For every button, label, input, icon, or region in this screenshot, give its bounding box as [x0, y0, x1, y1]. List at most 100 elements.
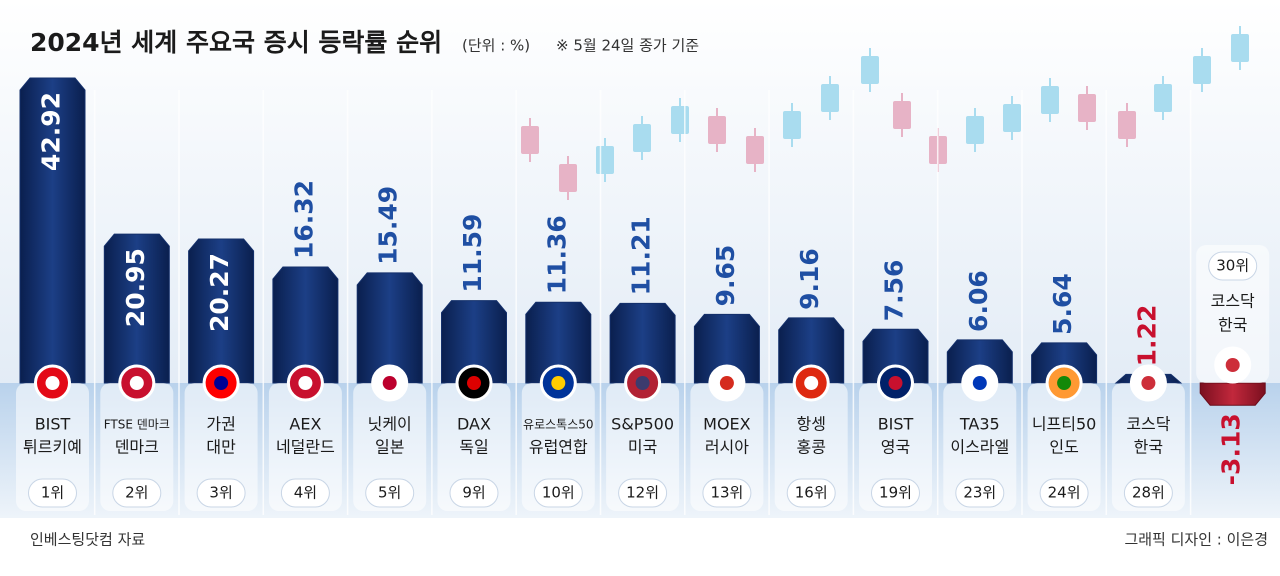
- country-label: 대만: [206, 438, 236, 457]
- rank-label: 28위: [1132, 484, 1165, 502]
- card: [184, 383, 258, 511]
- bar: [441, 300, 507, 384]
- index-label: 닛케이: [368, 415, 412, 434]
- card: [353, 383, 427, 511]
- rank-label: 30위: [1216, 257, 1249, 275]
- card: [1111, 383, 1185, 511]
- card: [521, 383, 595, 511]
- rank-pill: [871, 478, 920, 508]
- rank-pill: [1208, 251, 1258, 281]
- bar: [862, 328, 929, 384]
- bar: [19, 77, 86, 384]
- country-label: 이스라엘: [950, 438, 1009, 457]
- value-label: 9.65: [711, 245, 740, 307]
- value-label: 1.22: [1132, 305, 1161, 367]
- candle-body: [596, 146, 614, 174]
- rank-pill: [1123, 478, 1173, 508]
- country-label: 일본: [375, 438, 404, 457]
- bar: [1199, 382, 1266, 406]
- candle-body: [746, 136, 764, 164]
- value-label: 9.16: [795, 248, 824, 310]
- flag-emblem: [45, 376, 60, 390]
- card: [774, 383, 848, 511]
- index-label: 항셍: [796, 415, 825, 434]
- rank-pill: [28, 478, 77, 508]
- bar: [609, 302, 676, 384]
- rank-label: 19위: [879, 484, 912, 502]
- value-label: 11.59: [458, 214, 487, 293]
- card: [1027, 383, 1101, 511]
- rank-pill: [786, 478, 836, 508]
- rank-pill: [618, 478, 668, 508]
- candle-body: [861, 56, 879, 84]
- value-label: 6.06: [964, 270, 993, 332]
- index-label: TA35: [959, 415, 1000, 434]
- value-label: 11.21: [627, 216, 656, 295]
- bar: [272, 266, 339, 384]
- index-label: 코스닥: [1211, 292, 1255, 311]
- candle-body: [671, 106, 689, 134]
- country-label: 홍콩: [796, 438, 825, 457]
- bar: [693, 313, 760, 384]
- rank-pill: [1039, 478, 1089, 508]
- value-label: 42.92: [37, 92, 66, 171]
- rank-label: 24위: [1048, 484, 1081, 502]
- rank-label: 3위: [209, 484, 232, 502]
- country-label: 한국: [1134, 438, 1163, 457]
- bar: [356, 272, 423, 384]
- credit: 그래픽 디자인 : 이은경: [1124, 531, 1268, 549]
- rank-pill: [112, 478, 162, 508]
- value-label: 15.49: [374, 186, 403, 265]
- flag-emblem: [719, 376, 734, 390]
- bar: [1031, 342, 1098, 384]
- card: [943, 383, 1017, 511]
- candle-body: [893, 101, 911, 129]
- card: [100, 383, 174, 511]
- country-label: 튀르키예: [23, 438, 82, 457]
- country-label: 러시아: [705, 438, 749, 457]
- rank-pill: [365, 478, 415, 508]
- value-label: 7.56: [880, 260, 909, 322]
- value-label: 20.27: [205, 253, 234, 332]
- flag-emblem: [467, 376, 481, 390]
- flag-emblem: [298, 376, 313, 390]
- flag-emblem: [804, 376, 819, 390]
- country-label: 한국: [1218, 316, 1247, 335]
- country-label: 덴마크: [115, 438, 159, 457]
- card: [859, 383, 932, 511]
- index-label: 가권: [206, 415, 235, 434]
- bar: [188, 238, 255, 384]
- candle-body: [966, 116, 984, 144]
- rank-label: 2위: [125, 484, 148, 502]
- value-label: 16.32: [289, 180, 318, 259]
- card: [437, 383, 511, 511]
- value-label: 20.95: [121, 248, 150, 327]
- flag-emblem: [214, 376, 229, 390]
- rank-label: 10위: [542, 484, 575, 502]
- rank-pill: [196, 478, 246, 508]
- flag-emblem: [888, 376, 903, 390]
- candle-body: [1003, 104, 1021, 132]
- flag-emblem: [551, 376, 566, 390]
- flag-emblem: [1225, 358, 1240, 372]
- source: 인베스팅닷컴 자료: [30, 531, 145, 549]
- candle-body: [1154, 84, 1172, 112]
- index-label: FTSE 덴마크: [104, 418, 170, 432]
- index-label: S&P500: [611, 415, 674, 434]
- rank-label: 13위: [710, 484, 743, 502]
- country-label: 인도: [1049, 438, 1078, 457]
- value-label: -3.13: [1217, 413, 1246, 485]
- bar: [103, 233, 170, 384]
- rank-label: 9위: [462, 484, 485, 502]
- chart-title: 2024년 세계 주요국 증시 등락률 순위: [30, 28, 442, 57]
- rank-label: 12위: [626, 484, 659, 502]
- index-label: MOEX: [703, 415, 751, 434]
- bar: [946, 339, 1013, 384]
- candle-body: [559, 164, 577, 192]
- rank-label: 1위: [41, 484, 64, 502]
- candle-body: [633, 124, 651, 152]
- rank-label: 23위: [963, 484, 996, 502]
- note: ※ 5월 24일 종가 기준: [556, 37, 699, 55]
- index-label: BIST: [35, 415, 71, 434]
- bar: [525, 301, 592, 384]
